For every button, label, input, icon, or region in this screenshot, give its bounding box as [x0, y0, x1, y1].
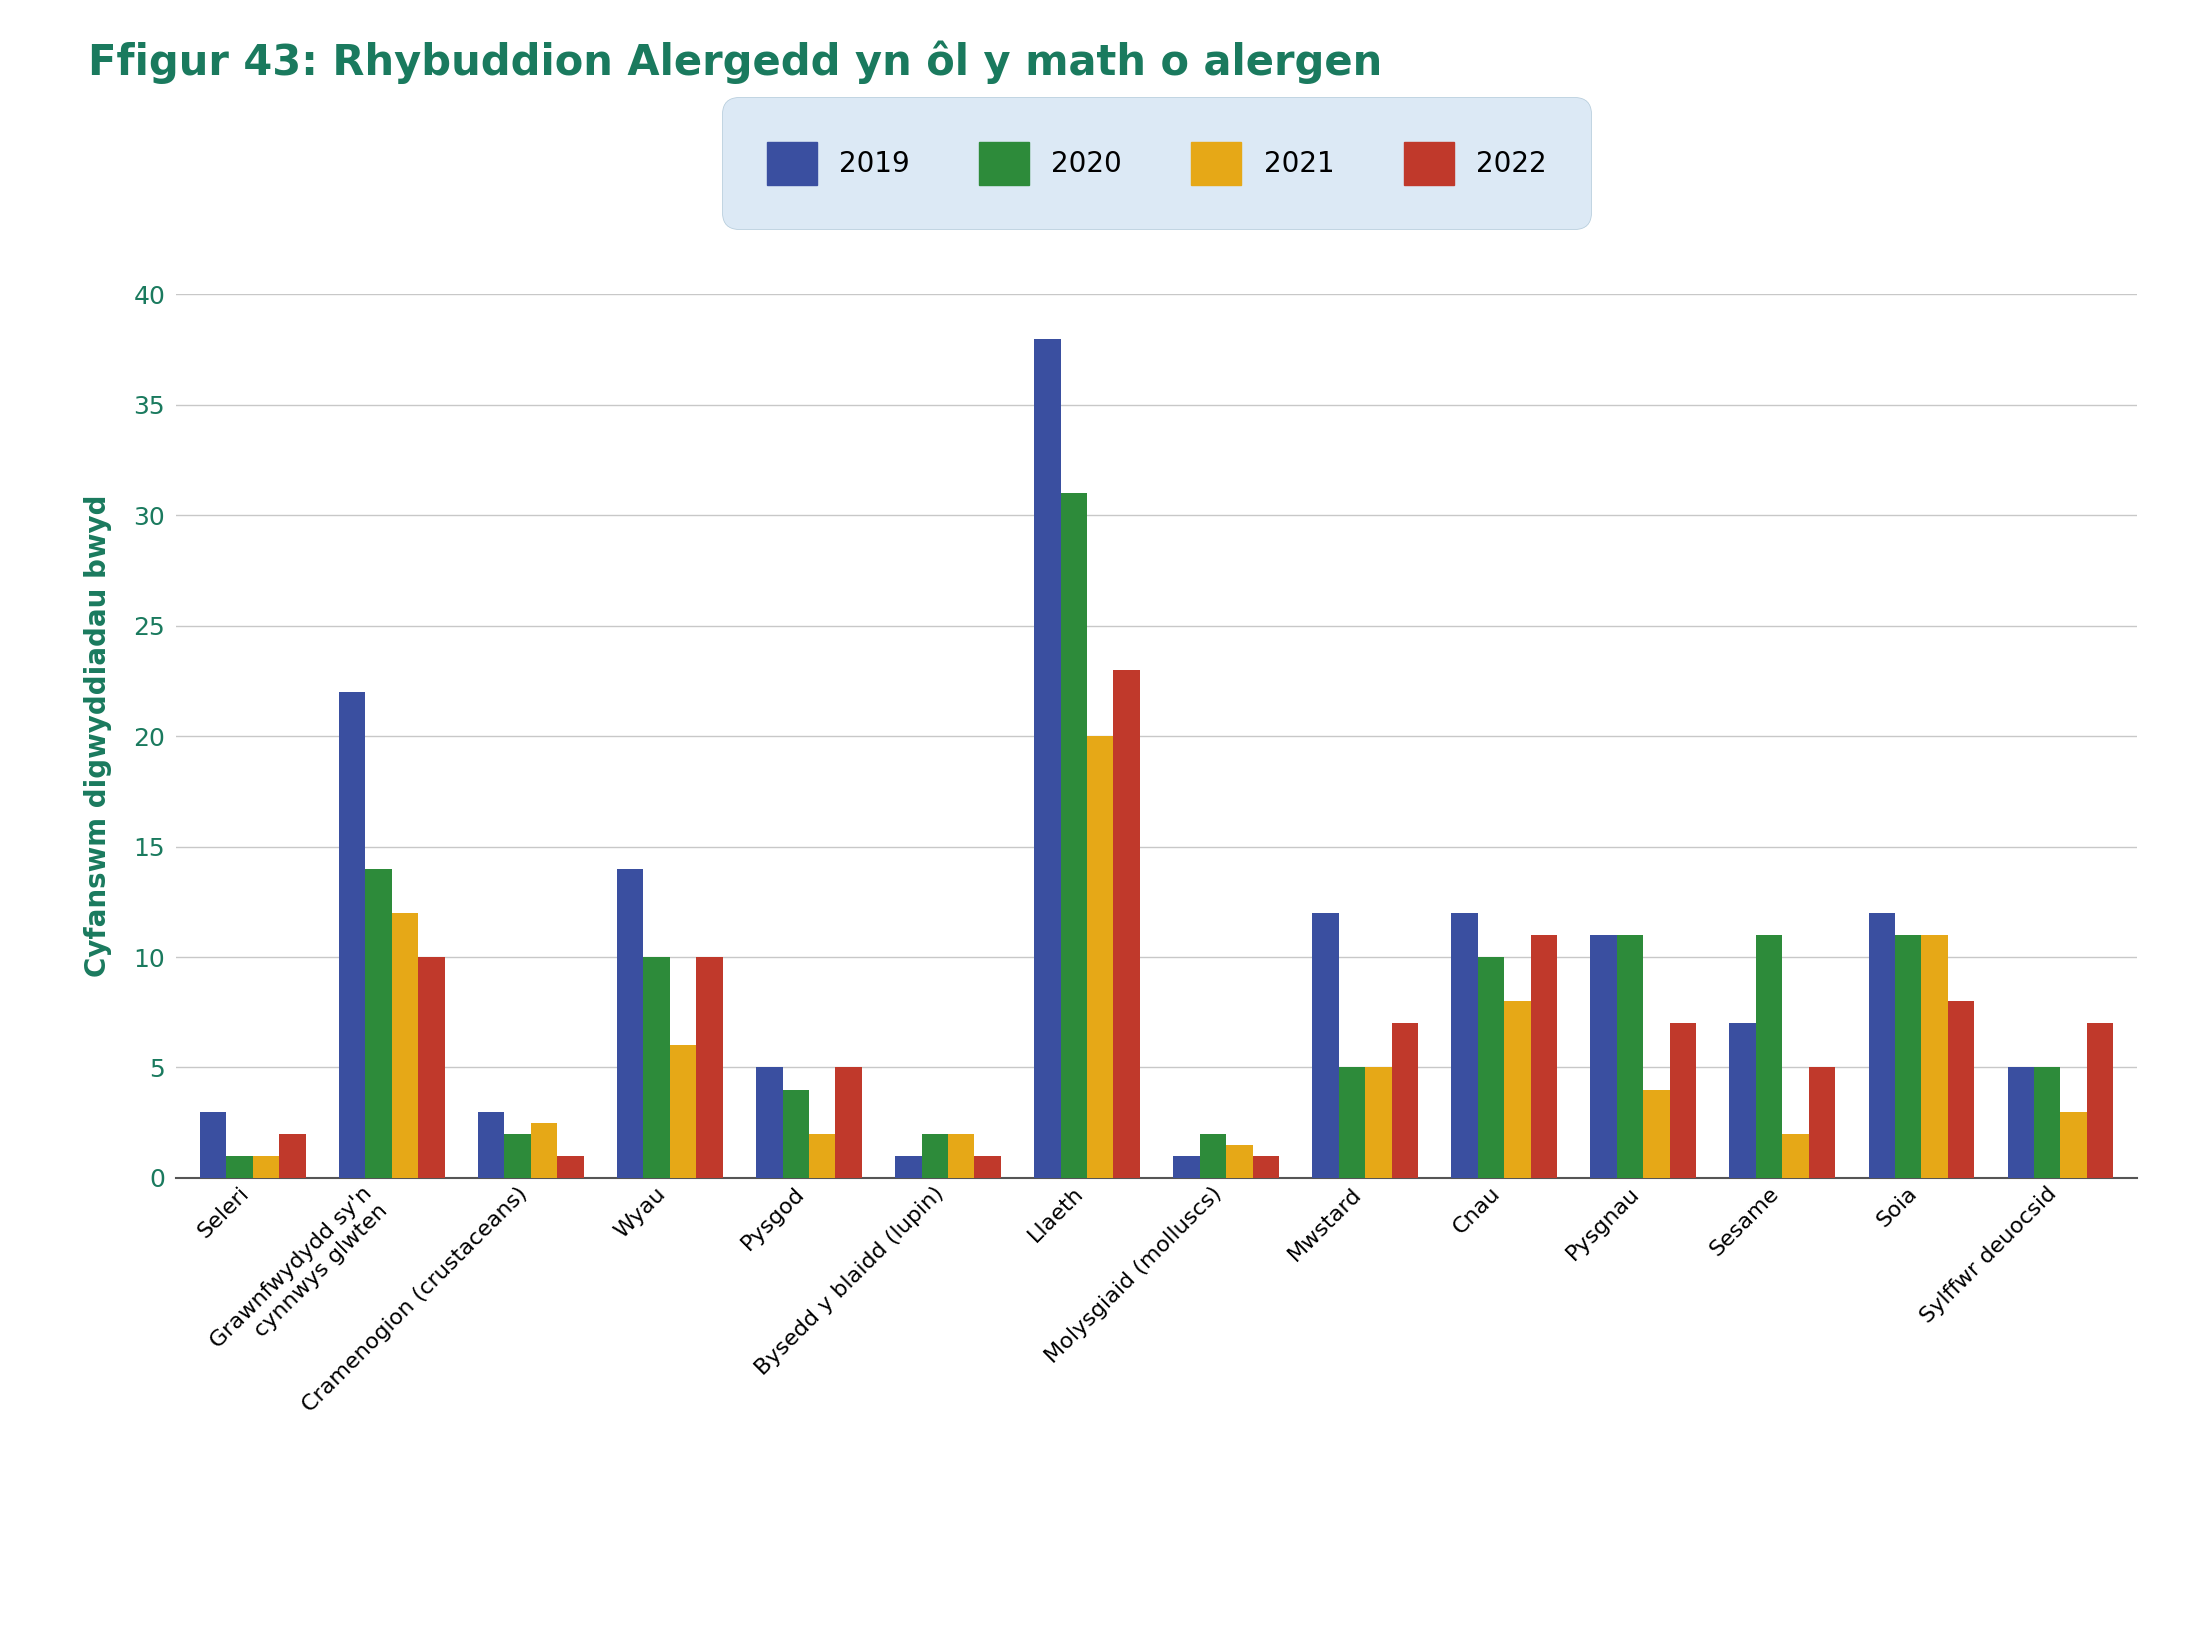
Bar [643, 957, 670, 1178]
Bar [339, 692, 366, 1178]
Bar [1060, 494, 1086, 1178]
Y-axis label: Cyfanswm digwyddiadau bwyd: Cyfanswm digwyddiadau bwyd [84, 496, 112, 977]
Bar [1643, 1090, 1670, 1178]
Bar [1868, 913, 1895, 1178]
Bar [1617, 934, 1643, 1178]
Bar [478, 1112, 504, 1178]
Bar [756, 1068, 782, 1178]
Bar [2033, 1068, 2060, 1178]
Bar [835, 1068, 861, 1178]
Bar [1782, 1134, 1809, 1178]
Bar [1227, 1145, 1254, 1178]
Bar [253, 1155, 280, 1178]
Bar [504, 1134, 531, 1178]
Bar [696, 957, 723, 1178]
Bar [921, 1134, 947, 1178]
Bar [227, 1155, 253, 1178]
Bar [1895, 934, 1921, 1178]
Legend: 2019, 2020, 2021, 2022: 2019, 2020, 2021, 2022 [738, 115, 1575, 213]
Bar [782, 1090, 809, 1178]
Bar [2007, 1068, 2033, 1178]
Bar [2086, 1024, 2113, 1178]
Bar [809, 1134, 835, 1178]
Bar [1201, 1134, 1227, 1178]
Bar [366, 869, 392, 1178]
Bar [1113, 671, 1139, 1178]
Bar [894, 1155, 921, 1178]
Bar [1729, 1024, 1756, 1178]
Bar [1366, 1068, 1392, 1178]
Text: Ffigur 43: Rhybuddion Alergedd yn ôl y math o alergen: Ffigur 43: Rhybuddion Alergedd yn ôl y m… [88, 41, 1381, 85]
Bar [2060, 1112, 2086, 1178]
Bar [1174, 1155, 1201, 1178]
Bar [1313, 913, 1339, 1178]
Bar [1505, 1001, 1531, 1178]
Bar [419, 957, 445, 1178]
Bar [1086, 736, 1113, 1178]
Bar [974, 1155, 1000, 1178]
Bar [670, 1045, 696, 1178]
Bar [947, 1134, 974, 1178]
Bar [617, 869, 643, 1178]
Bar [1921, 934, 1947, 1178]
Bar [392, 913, 419, 1178]
Bar [557, 1155, 584, 1178]
Bar [1670, 1024, 1696, 1178]
Bar [1339, 1068, 1366, 1178]
Bar [1809, 1068, 1835, 1178]
Bar [1756, 934, 1782, 1178]
Bar [1033, 339, 1060, 1178]
Bar [531, 1122, 557, 1178]
Bar [280, 1134, 306, 1178]
Bar [1254, 1155, 1280, 1178]
Bar [1947, 1001, 1974, 1178]
Bar [1591, 934, 1617, 1178]
Bar [1531, 934, 1558, 1178]
Bar [200, 1112, 227, 1178]
Bar [1478, 957, 1505, 1178]
Bar [1392, 1024, 1419, 1178]
Bar [1452, 913, 1478, 1178]
